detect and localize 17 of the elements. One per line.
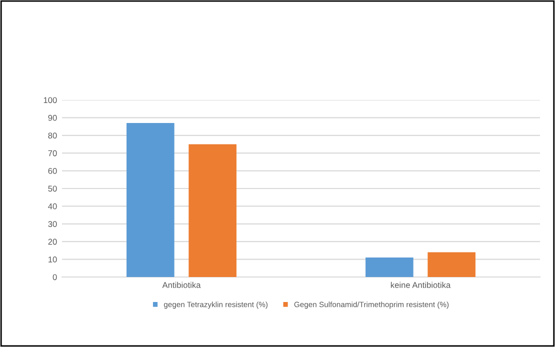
y-tick-label: 30 <box>48 221 57 227</box>
bar <box>188 144 236 277</box>
y-tick-label: 50 <box>48 186 57 192</box>
y-tick-label: 60 <box>48 168 57 174</box>
y-tick-label: 40 <box>48 203 57 210</box>
y-tick-label: 80 <box>48 132 57 138</box>
y-tick-label: 0 <box>52 274 57 280</box>
bar <box>126 123 174 277</box>
y-tick-label: 10 <box>48 256 57 262</box>
y-tick-label: 100 <box>44 97 57 104</box>
x-tick-label: Antibiotika <box>162 282 201 288</box>
x-tick-label: keine Antibiotika <box>390 282 451 288</box>
y-tick-label: 20 <box>48 238 57 245</box>
bar <box>366 258 414 277</box>
y-tick-label: 90 <box>48 114 57 121</box>
bar <box>428 252 476 277</box>
y-tick-label: 70 <box>48 150 57 156</box>
